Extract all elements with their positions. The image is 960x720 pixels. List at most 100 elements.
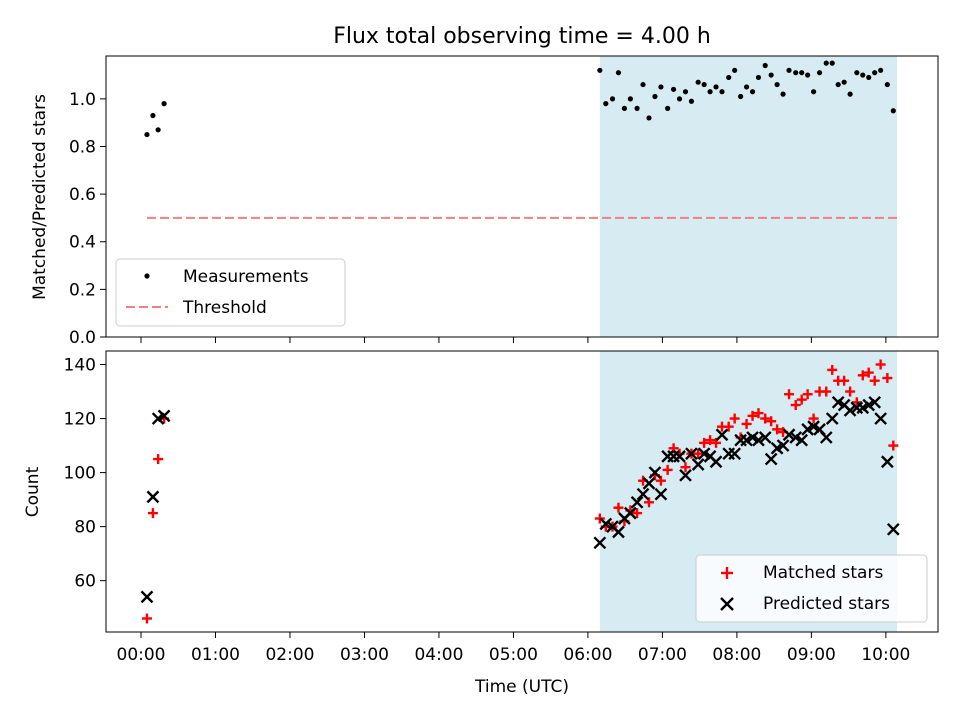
measurement-point — [872, 70, 878, 76]
measurement-point — [615, 70, 622, 76]
predicted-marker-b — [782, 428, 796, 442]
measurement-point — [150, 112, 156, 119]
predicted-star-point — [819, 431, 833, 444]
ratio-y-tick-label: 0.8 — [69, 137, 96, 157]
measurement-point — [799, 70, 805, 76]
measurement-point — [695, 79, 701, 85]
predicted-marker-b — [654, 487, 668, 501]
measurement-point — [144, 131, 150, 138]
measurement-point — [646, 115, 652, 121]
predicted-marker-b — [874, 412, 887, 425]
matched-star-point — [790, 400, 801, 411]
measurement-point — [652, 93, 658, 100]
matched-star-point — [594, 513, 605, 524]
count-x-tick-label: 02:00 — [265, 645, 314, 665]
predicted-marker-b — [691, 458, 705, 471]
matched-star-point — [772, 424, 783, 435]
measurement-point — [682, 89, 689, 95]
legend-predicted-label: Predicted stars — [763, 594, 890, 614]
count-plot-frame — [105, 350, 939, 633]
predicted-marker-b — [886, 522, 900, 536]
count-y-tick-label: 60 — [74, 572, 96, 592]
measurement-point — [816, 70, 823, 76]
predicted-marker-b — [819, 431, 833, 444]
predicted-star-point — [140, 590, 154, 604]
predicted-star-point — [752, 433, 765, 447]
count-x-tick-label: 09:00 — [787, 645, 836, 665]
ratio-y-tick-label: 1.0 — [69, 90, 96, 110]
predicted-marker-b — [789, 431, 803, 444]
chart-title: Flux total observing time = 4.00 h — [333, 24, 711, 49]
matched-star-point — [662, 464, 673, 475]
predicted-marker-b — [831, 395, 845, 409]
predicted-star-point — [776, 439, 790, 452]
count-legend-box — [695, 554, 928, 623]
measurement-point — [847, 91, 853, 97]
predicted-star-point — [642, 477, 656, 490]
predicted-marker-b — [146, 490, 160, 504]
measurement-point — [609, 96, 616, 102]
measurement-point — [866, 74, 872, 81]
measurement-point — [726, 74, 732, 81]
matched-star-point — [857, 370, 868, 381]
matched-star-point — [863, 367, 874, 378]
predicted-star-point — [886, 522, 900, 536]
predicted-star-point — [881, 455, 894, 469]
measurement-point — [768, 72, 774, 78]
measurement-point — [829, 60, 835, 66]
predicted-marker-b — [807, 420, 820, 434]
predicted-marker-b — [648, 466, 662, 479]
predicted-marker-b — [881, 455, 894, 469]
predicted-star-point — [624, 506, 637, 520]
count-y-tick-label: 140 — [64, 356, 96, 376]
legend-measurements-marker — [144, 273, 150, 279]
measurement-point — [621, 105, 628, 111]
predicted-marker-b — [746, 431, 759, 444]
predicted-star-point — [157, 409, 171, 423]
measurement-point — [658, 84, 664, 90]
count-y-ticks: 60 80 100 120 140 — [64, 356, 106, 592]
measurement-point — [640, 81, 646, 88]
predicted-star-point — [764, 452, 778, 466]
measurement-point — [665, 105, 671, 111]
ratio-y-tick-label: 0.0 — [69, 328, 96, 348]
predicted-star-point — [758, 431, 772, 444]
legend-matched-label: Matched stars — [763, 563, 883, 583]
predicted-star-point — [685, 447, 698, 461]
matched-star-point — [699, 437, 710, 448]
predicted-marker-b — [624, 506, 637, 520]
count-x-tick-label: 05:00 — [489, 645, 538, 665]
count-y-tick-label: 100 — [64, 464, 96, 484]
ratio-legend: Measurements Threshold — [115, 258, 346, 327]
ratio-y-tick-label: 0.6 — [69, 185, 96, 205]
ratio-plot-frame — [105, 55, 939, 338]
predicted-marker-b — [825, 412, 839, 425]
predicted-marker-b — [685, 447, 698, 461]
matched-star-point — [796, 394, 807, 405]
x-axis-label: Time (UTC) — [474, 677, 569, 697]
predicted-marker-b — [868, 395, 882, 409]
measurement-point — [701, 81, 707, 88]
predicted-star-point — [728, 447, 742, 461]
predicted-star-point — [593, 536, 607, 550]
ratio-points — [144, 60, 896, 138]
measurement-point — [793, 70, 799, 76]
count-x-tick-label: 10:00 — [861, 645, 910, 665]
matched-star-point — [882, 373, 893, 384]
count-y-tick-label: 80 — [74, 518, 96, 538]
predicted-marker-b — [758, 431, 772, 444]
measurement-point — [860, 72, 866, 78]
measurement-point — [670, 86, 677, 92]
predicted-marker-b — [630, 495, 644, 509]
predicted-star-point — [679, 468, 692, 482]
predicted-star-point — [612, 525, 625, 539]
predicted-marker-b — [697, 447, 711, 461]
legend-predicted-marker — [720, 597, 734, 611]
measurement-point — [774, 81, 780, 88]
predicted-marker-b — [709, 455, 723, 469]
measurement-point — [811, 89, 817, 95]
ratio-y-tick-label: 0.2 — [69, 280, 96, 300]
predicted-marker-b — [764, 452, 778, 466]
matched-star-point — [845, 386, 856, 397]
